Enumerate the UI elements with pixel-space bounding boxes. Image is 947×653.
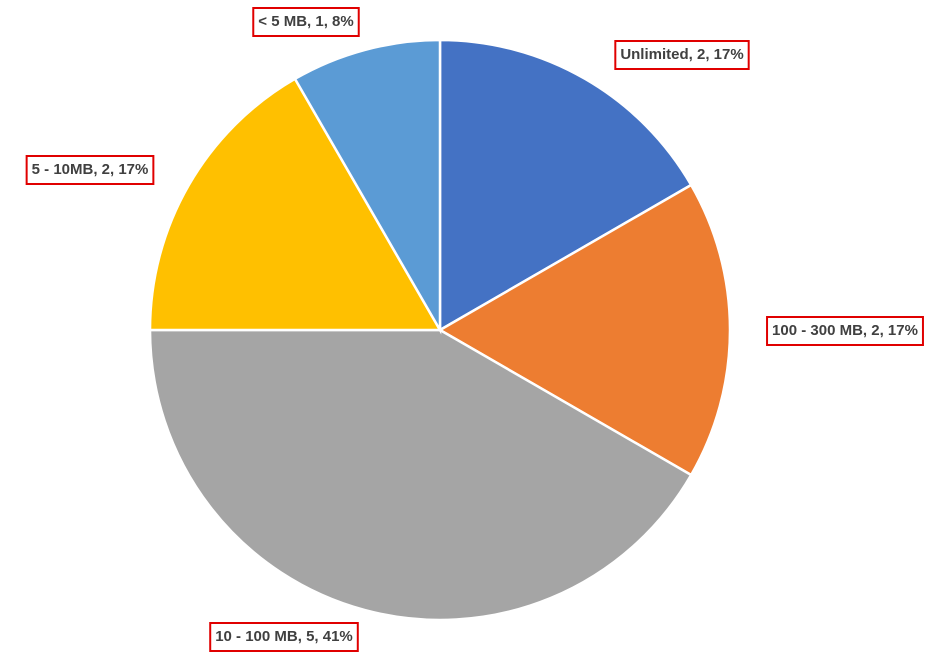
- data-label: < 5 MB, 1, 8%: [258, 13, 353, 30]
- data-label: 10 - 100 MB, 5, 41%: [215, 628, 353, 645]
- label-border: [766, 316, 924, 346]
- pie-slice: [293, 38, 442, 335]
- pie-slice: [148, 328, 693, 622]
- data-label-box: Unlimited, 2, 17%: [614, 40, 750, 70]
- label-border: [25, 155, 155, 185]
- data-label: Unlimited, 2, 17%: [620, 46, 743, 63]
- label-border: [252, 7, 360, 37]
- pie-slice: [438, 38, 693, 333]
- label-border: [614, 40, 750, 70]
- pie-slice: [148, 77, 443, 332]
- label-border: [209, 622, 359, 652]
- data-label-box: 5 - 10MB, 2, 17%: [25, 155, 155, 185]
- data-label: 100 - 300 MB, 2, 17%: [772, 322, 918, 339]
- data-label-box: 10 - 100 MB, 5, 41%: [209, 622, 359, 652]
- data-label-box: < 5 MB, 1, 8%: [252, 7, 360, 37]
- data-label: 5 - 10MB, 2, 17%: [32, 161, 149, 178]
- data-label-box: 100 - 300 MB, 2, 17%: [766, 316, 924, 346]
- pie-slice: [437, 183, 732, 477]
